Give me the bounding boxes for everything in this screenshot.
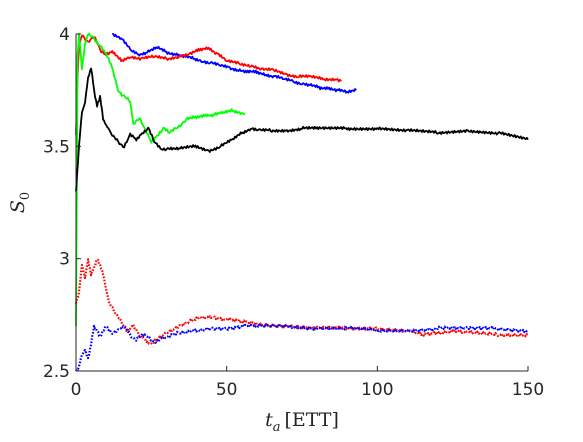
y-ticks: 2.5 3 3.5 4	[43, 25, 81, 382]
y-tick-label: 2.5	[43, 362, 70, 382]
x-tick-label: 100	[361, 380, 393, 400]
y-tick-label: 3	[59, 250, 70, 270]
series-layer	[74, 32, 529, 372]
axes	[75, 34, 528, 372]
series-line	[112, 33, 357, 94]
x-axis-title-unit: [ETT]	[285, 409, 339, 431]
y-tick-label: 4	[59, 25, 70, 45]
y-axis-title-main: S	[7, 200, 29, 213]
y-axis-title: S0	[7, 192, 33, 213]
x-axis-title-main: t	[265, 409, 273, 431]
x-tick-label: 0	[71, 380, 82, 400]
series-line	[74, 258, 529, 345]
y-tick-label: 3.5	[43, 137, 70, 157]
series-line	[75, 67, 529, 192]
y-axis-title-sub: 0	[18, 192, 33, 200]
x-tick-label: 50	[216, 380, 238, 400]
x-ticks: 0 50 100 150	[71, 366, 544, 400]
series-line	[75, 323, 529, 372]
series-line	[75, 34, 342, 136]
series-line	[75, 32, 246, 327]
x-axis-title: ta [ETT]	[265, 409, 339, 435]
x-axis-title-sub: a	[273, 420, 281, 435]
x-tick-label: 150	[512, 380, 544, 400]
